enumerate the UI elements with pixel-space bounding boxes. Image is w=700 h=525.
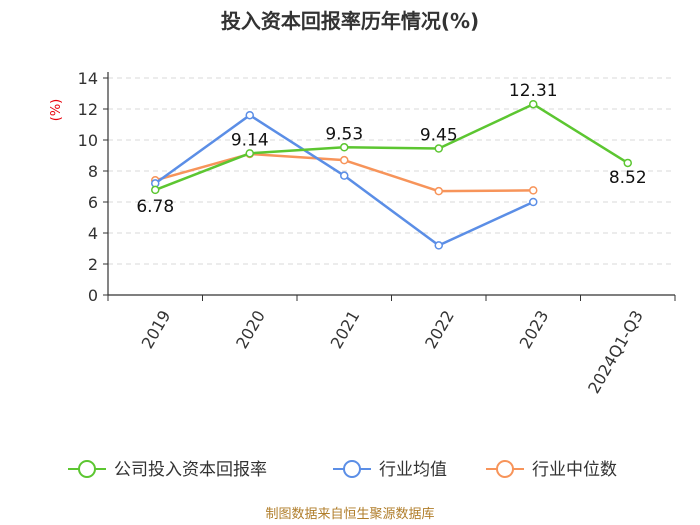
legend-circle-icon	[343, 460, 361, 478]
data-point	[434, 186, 443, 196]
x-tick-label: 2022	[421, 307, 458, 352]
y-axis-ticks: 0 2 4 6 8 10 12 14	[78, 69, 108, 305]
y-tick-label: 6	[88, 193, 98, 212]
data-point	[245, 149, 254, 158]
data-point	[529, 99, 538, 109]
data-point	[434, 144, 443, 153]
data-label: 6.78	[136, 197, 174, 217]
y-tick-label: 14	[78, 69, 98, 88]
legend: 公司投入资本回报率 行业均值 行业中位数	[68, 460, 617, 480]
data-point	[245, 110, 254, 120]
y-tick-label: 0	[88, 286, 98, 305]
axes	[107, 72, 675, 296]
data-labels: 6.78 9.14 9.53 9.45 12.31 8.52	[136, 81, 646, 217]
y-tick-label: 10	[78, 131, 98, 150]
x-tick-label: 2021	[327, 307, 364, 352]
x-tick-label: 2020	[232, 307, 269, 352]
x-tick-label: 2023	[516, 307, 553, 352]
data-point	[151, 185, 160, 195]
data-label: 9.45	[420, 126, 458, 146]
y-axis-unit: (%)	[49, 99, 64, 122]
chart-title: 投入资本回报率历年情况(%)	[221, 9, 479, 33]
data-label: 9.53	[325, 124, 363, 144]
series-line	[154, 102, 629, 192]
y-tick-label: 12	[78, 100, 98, 119]
data-label: 9.14	[231, 130, 269, 150]
data-point	[340, 155, 349, 165]
y-tick-label: 2	[88, 255, 98, 274]
legend-label: 行业中位数	[532, 460, 617, 480]
legend-label: 行业均值	[379, 460, 447, 480]
legend-circle-icon	[496, 460, 514, 478]
x-axis-ticks: 2019 2020 2021 2022 2023 2024Q1-Q3	[107, 295, 676, 397]
data-point	[340, 143, 349, 152]
data-point	[529, 186, 538, 195]
x-tick-label: 2019	[138, 307, 175, 352]
data-point	[434, 241, 443, 250]
source-note: 制图数据来自恒生聚源数据库	[265, 506, 434, 522]
data-point	[340, 171, 349, 180]
legend-circle-icon	[78, 460, 96, 478]
data-label: 12.31	[509, 81, 558, 101]
x-tick-label: 2024Q1-Q3	[584, 307, 647, 397]
data-label: 8.52	[609, 168, 647, 188]
series-lines	[151, 99, 632, 250]
data-point	[623, 158, 632, 168]
y-tick-label: 8	[88, 162, 98, 181]
legend-label: 公司投入资本回报率	[114, 460, 267, 480]
y-tick-label: 4	[88, 224, 98, 243]
data-point	[529, 197, 538, 207]
